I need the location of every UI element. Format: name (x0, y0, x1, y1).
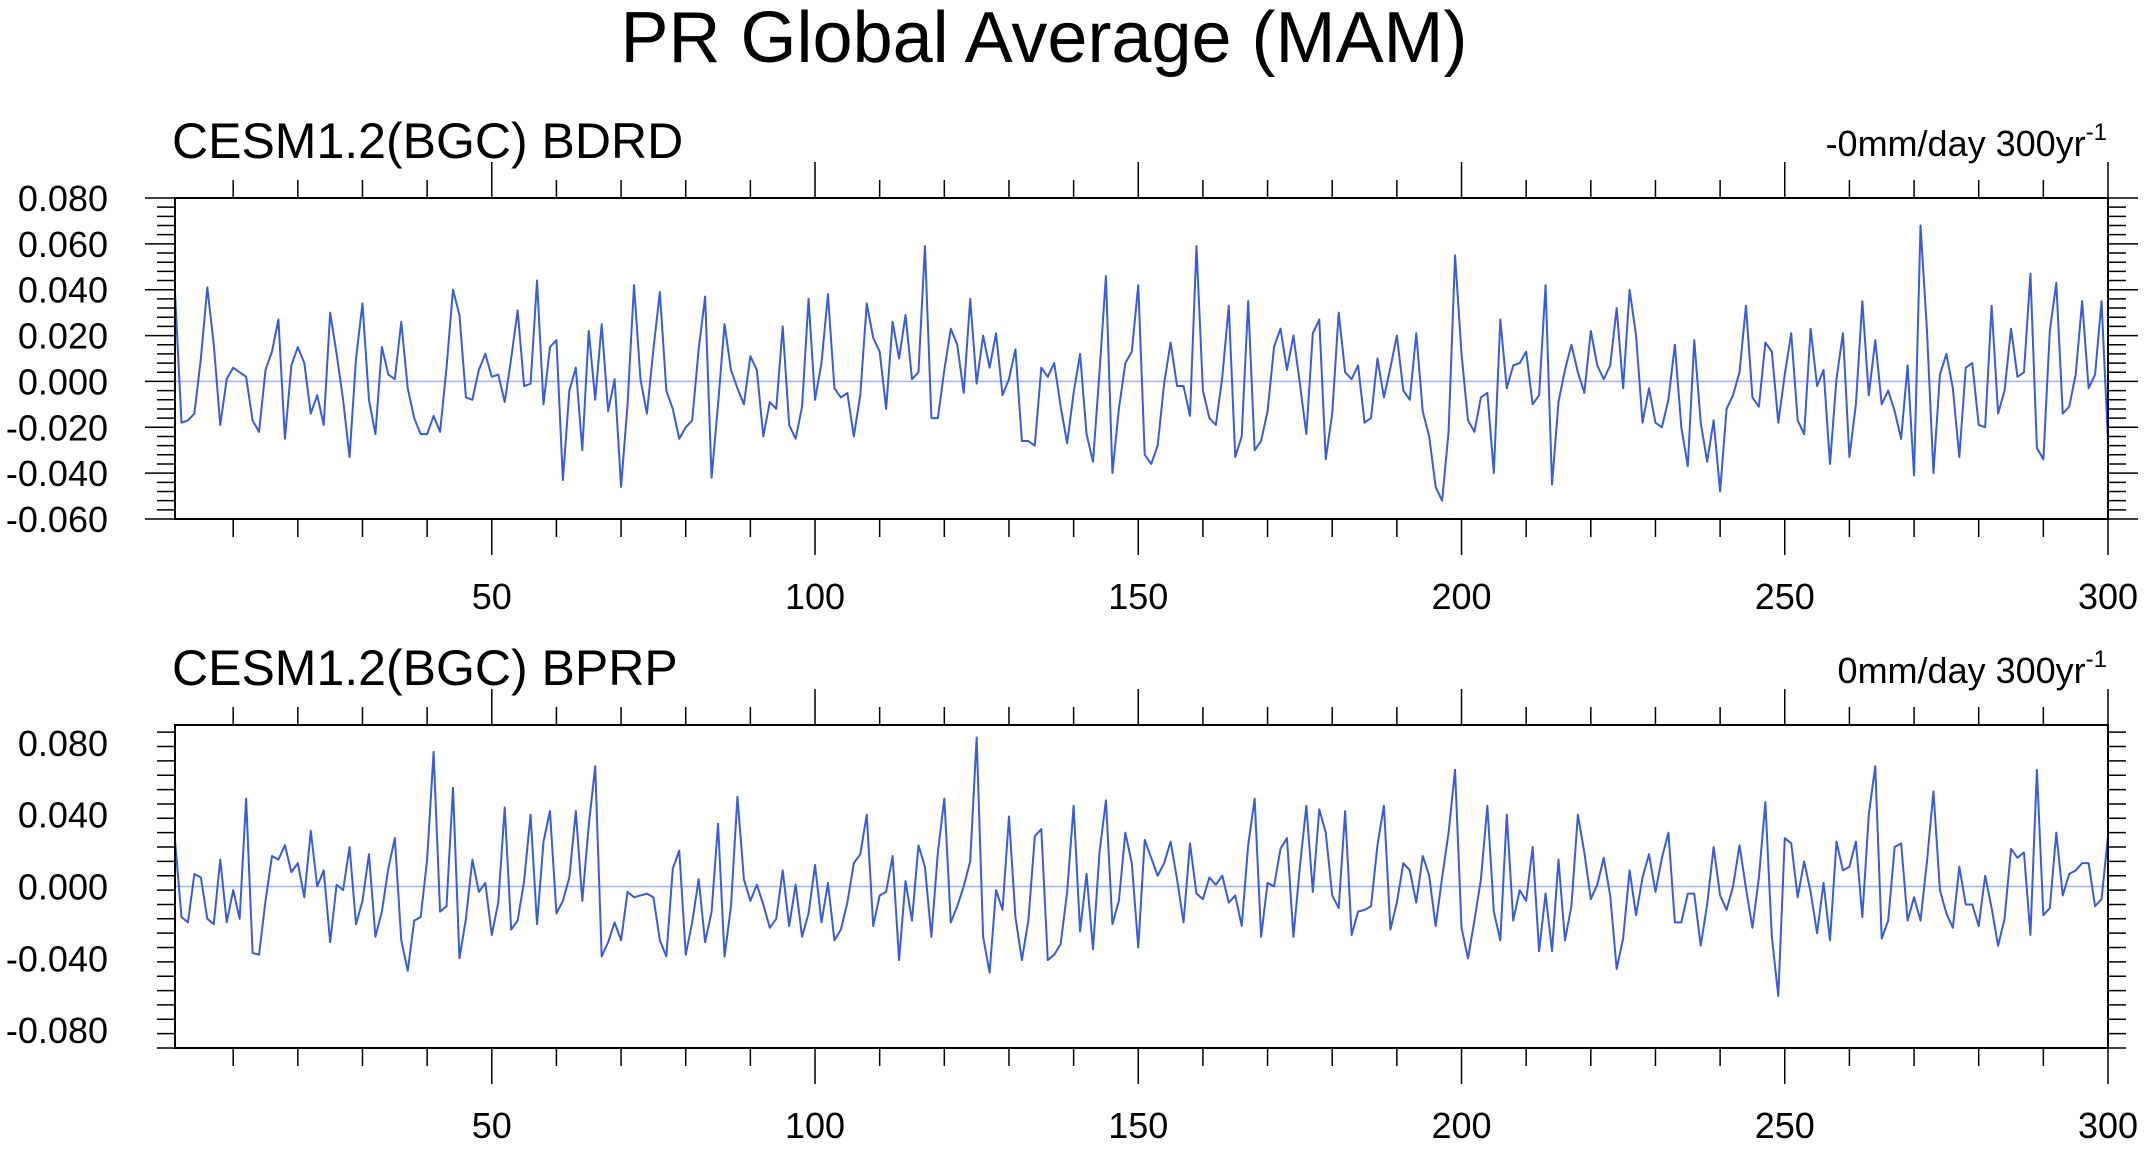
y-tick-label: -0.080 (6, 1010, 108, 1051)
y-tick-label: 0.080 (18, 178, 108, 219)
series-line-1 (174, 736, 2109, 997)
y-tick-label: -0.040 (6, 938, 108, 979)
figure-title: PR Global Average (MAM) (621, 0, 1468, 78)
y-tick-label: 0.060 (18, 224, 108, 265)
y-tick-label: -0.020 (6, 407, 108, 448)
plot-frame (174, 724, 2109, 1049)
x-tick-label: 200 (1431, 576, 1491, 617)
panel-2: CESM1.2(BGC) BPRP 0mm/day 300yr-1 50 100 150… (6, 640, 2138, 1146)
x-tick-label: 100 (785, 1105, 845, 1146)
trend-exponent: -1 (2086, 119, 2107, 146)
plot-frame (174, 197, 2109, 520)
x-tick-label: 300 (2078, 1105, 2138, 1146)
y-tick-label: 0.000 (18, 361, 108, 402)
x-tick-label: 200 (1431, 1105, 1491, 1146)
x-tick-label: 50 (472, 576, 512, 617)
x-tick-label: 150 (1108, 1105, 1168, 1146)
y-tick-label: 0.040 (18, 795, 108, 836)
trend-label: 0mm/day 300yr-1 (1838, 646, 2107, 691)
panel-title: CESM1.2(BGC) BDRD (172, 113, 683, 169)
x-tick-label: 100 (785, 576, 845, 617)
trend-value: 0mm/day 300yr (1838, 650, 2086, 691)
trend-label: -0mm/day 300yr-1 (1826, 119, 2107, 164)
x-tick-label: 50 (472, 1105, 512, 1146)
y-tick-label: 0.000 (18, 867, 108, 908)
x-tick-label: 300 (2078, 576, 2138, 617)
trend-exponent: -1 (2086, 646, 2107, 673)
y-tick-label: -0.060 (6, 499, 108, 540)
y-tick-label: 0.020 (18, 316, 108, 357)
panel-title: CESM1.2(BGC) BPRP (172, 640, 678, 696)
y-tick-label: 0.080 (18, 723, 108, 764)
panels: CESM1.2(BGC) BDRD -0mm/day 300yr-150 100 15… (6, 113, 2138, 1146)
x-tick-label: 250 (1755, 576, 1815, 617)
trend-value: -0mm/day 300yr (1826, 123, 2086, 164)
y-tick-label: 0.040 (18, 270, 108, 311)
x-tick-label: 250 (1755, 1105, 1815, 1146)
x-tick-label: 150 (1108, 576, 1168, 617)
series-line-1 (174, 224, 2109, 502)
panel-1: CESM1.2(BGC) BDRD -0mm/day 300yr-1 50 100 15… (6, 113, 2138, 617)
y-tick-label: -0.040 (6, 453, 108, 494)
